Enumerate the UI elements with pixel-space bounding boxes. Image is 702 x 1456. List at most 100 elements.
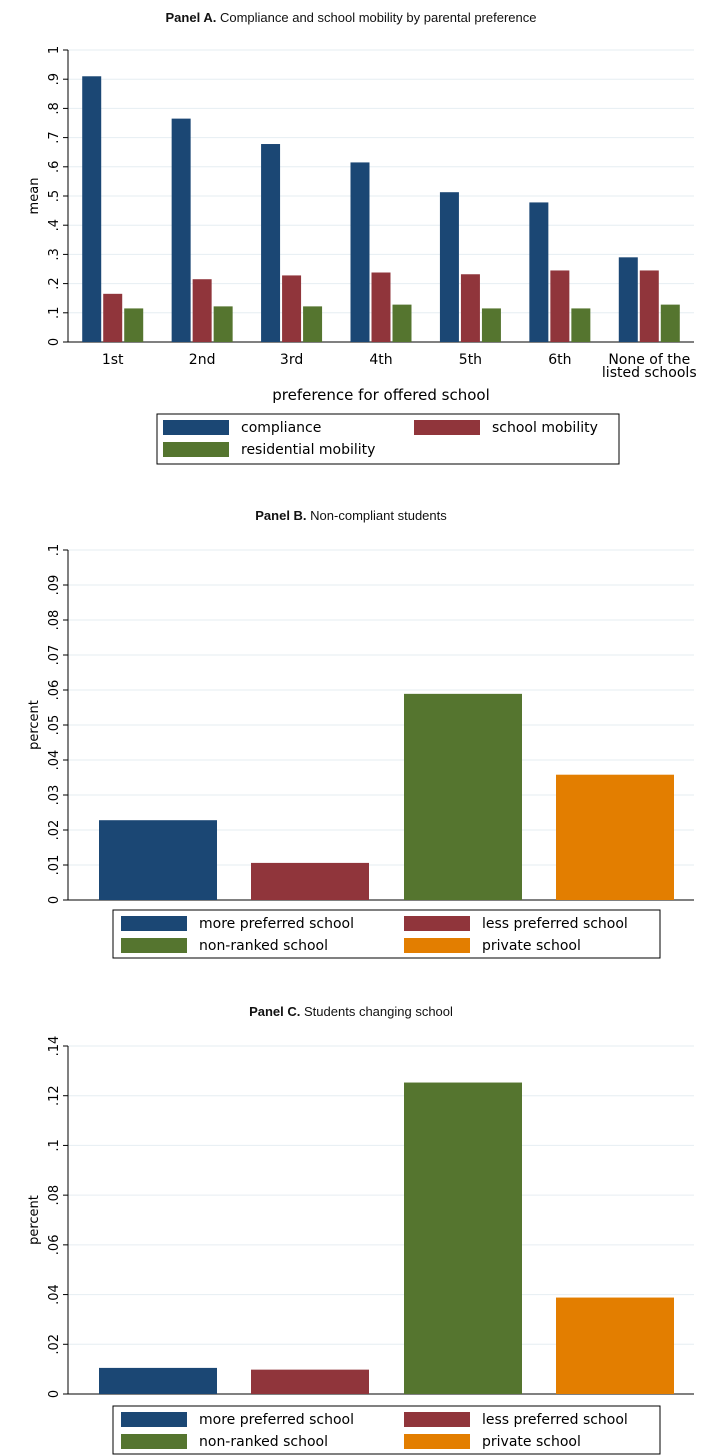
panel-a-title-text: Compliance and school mobility by parent… (219, 10, 537, 25)
bar-private-school (556, 774, 674, 900)
bar-compliance (171, 118, 191, 343)
x-tick-label: listed schools (602, 365, 697, 381)
y-tick-label: 0 (47, 1390, 62, 1398)
bar-school-mobility (282, 275, 302, 342)
x-tick-label: 2nd (189, 352, 216, 368)
y-tick-label: .9 (47, 73, 62, 85)
panel-c-label: Panel C. (249, 1004, 301, 1019)
bar-compliance (439, 192, 459, 342)
y-tick-label: 0 (47, 338, 62, 346)
panel-a-chart: 0 .1 .2 .3 .4 .5 .6 .7 .8 .9 1 mean 1st 2nd 3rd 4th 5th 6… (27, 46, 697, 465)
bar-residential-mobility (571, 308, 591, 342)
y-axis-label: mean (27, 178, 42, 215)
bar-compliance (261, 144, 281, 342)
panel-b-title-text: Non-compliant students (310, 508, 447, 523)
legend-label: less preferred school (482, 916, 628, 932)
bar-compliance (350, 162, 370, 342)
bar-school-mobility (460, 274, 480, 342)
x-tick-label: 6th (548, 352, 571, 368)
bar-compliance (82, 76, 102, 342)
y-tick-label: .02 (47, 820, 62, 841)
panel-c-chart: 0 .02 .04 .06 .08 .1 .12 .14 percent more preferr… (27, 1036, 694, 1455)
y-tick-label: 0 (47, 896, 62, 904)
legend-swatch (121, 938, 187, 953)
legend-swatch (163, 420, 229, 435)
x-axis-label: preference for offered school (272, 386, 490, 404)
x-tick-label: 5th (459, 352, 482, 368)
panel-a-title: Panel A. Compliance and school mobility … (0, 10, 702, 25)
y-tick-label: .6 (47, 161, 62, 173)
y-tick-label: .06 (47, 1235, 62, 1256)
legend-swatch (121, 1412, 187, 1427)
bar-compliance (618, 257, 638, 342)
y-tick-label: .08 (47, 610, 62, 631)
y-tick-label: .1 (47, 544, 62, 556)
panel-c-title-text: Students changing school (304, 1004, 453, 1019)
legend-label: less preferred school (482, 1412, 628, 1428)
y-tick-label: .4 (47, 219, 62, 231)
panel-a-label: Panel A. (165, 10, 217, 25)
legend-label: residential mobility (241, 442, 375, 458)
bar-school-mobility (550, 270, 570, 342)
y-tick-label: .05 (47, 715, 62, 736)
bar-less-preferred-school (251, 862, 369, 900)
legend-swatch (414, 420, 480, 435)
legend-swatch (404, 1434, 470, 1449)
y-tick-label: .02 (47, 1334, 62, 1355)
y-axis-label: percent (27, 700, 42, 750)
y-tick-label: .08 (47, 1185, 62, 1206)
legend-label: school mobility (492, 420, 598, 436)
bar-school-mobility (192, 279, 212, 342)
legend-box (112, 1405, 661, 1455)
legend-label: non-ranked school (199, 1434, 328, 1450)
legend-label: private school (482, 1434, 581, 1450)
legend-swatch (404, 1412, 470, 1427)
y-tick-label: .7 (47, 131, 62, 143)
y-tick-label: .1 (47, 307, 62, 319)
legend-swatch (163, 442, 229, 457)
y-tick-label: .14 (47, 1036, 62, 1057)
y-axis-label: percent (27, 1195, 42, 1245)
legend-label: private school (482, 938, 581, 954)
panel-b-label: Panel B. (255, 508, 307, 523)
y-tick-label: .09 (47, 575, 62, 596)
bar-private-school (556, 1297, 674, 1394)
y-tick-label: 1 (47, 46, 62, 54)
legend-label: more preferred school (199, 916, 354, 932)
y-tick-label: .5 (47, 190, 62, 202)
bar-residential-mobility (124, 308, 144, 342)
bar-more-preferred-school (99, 1367, 217, 1394)
bar-school-mobility (371, 272, 391, 342)
y-tick-label: .06 (47, 680, 62, 701)
legend-label: non-ranked school (199, 938, 328, 954)
x-tick-label: 4th (369, 352, 392, 368)
panel-b-title: Panel B. Non-compliant students (0, 508, 702, 523)
bar-non-ranked-school (404, 693, 522, 900)
y-tick-label: .2 (47, 277, 62, 289)
y-tick-label: .01 (47, 855, 62, 876)
legend-box (112, 909, 661, 959)
y-tick-label: .04 (47, 1284, 62, 1305)
bar-residential-mobility (303, 306, 323, 342)
bar-compliance (529, 202, 549, 342)
panel-c-title: Panel C. Students changing school (0, 1004, 702, 1019)
x-tick-label: 3rd (280, 352, 303, 368)
legend-swatch (121, 1434, 187, 1449)
y-tick-label: .8 (47, 102, 62, 114)
panel-b-chart: 0 .01 .02 .03 .04 .05 .06 .07 .08 .09 .1 percent mor… (27, 544, 694, 959)
bar-residential-mobility (213, 306, 233, 342)
y-tick-label: .12 (47, 1085, 62, 1106)
legend-swatch (121, 916, 187, 931)
legend-box (156, 413, 620, 465)
bar-less-preferred-school (251, 1369, 369, 1394)
y-tick-label: .07 (47, 645, 62, 666)
legend-label: more preferred school (199, 1412, 354, 1428)
bar-school-mobility (639, 270, 659, 342)
legend-swatch (404, 938, 470, 953)
bar-non-ranked-school (404, 1082, 522, 1394)
bar-residential-mobility (660, 304, 680, 342)
y-tick-label: .3 (47, 248, 62, 260)
bar-school-mobility (103, 293, 123, 342)
y-tick-label: .1 (47, 1139, 62, 1151)
legend-swatch (404, 916, 470, 931)
